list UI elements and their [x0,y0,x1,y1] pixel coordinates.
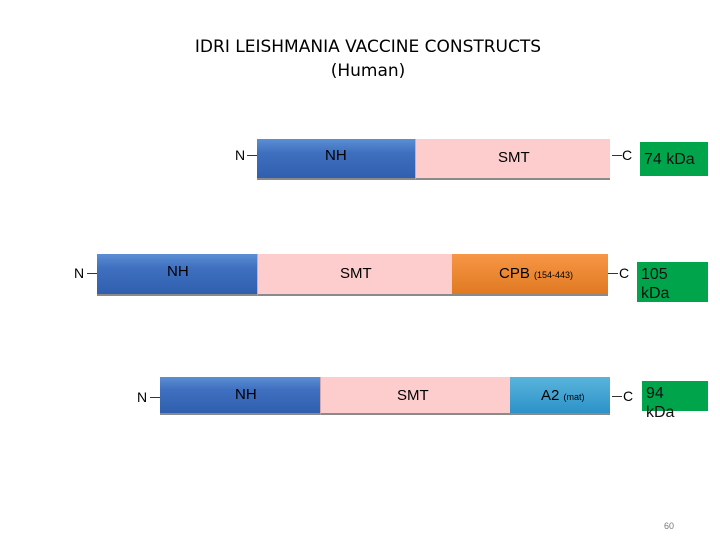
segment-nh: NH [97,254,257,296]
segment-smt: SMT [320,377,510,415]
molecular-weight-unit: kDa [646,404,675,421]
c-terminus-label: C [622,147,633,163]
segment-cpb-label: CPB (154-443) [499,265,573,282]
segment-smt-label: SMT [397,387,429,404]
segment-cpb: CPB (154-443) [452,254,608,296]
n-terminus-label: N [74,265,85,281]
diagram-title: IDRI LEISHMANIA VACCINE CONSTRUCTS [194,37,542,57]
segment-smt-label: SMT [498,149,530,166]
c-terminus-label: C [619,265,630,281]
molecular-weight-value: 94 [646,385,664,402]
diagram-subtitle: (Human) [330,61,406,81]
n-terminus-label: N [235,147,246,163]
n-terminus-label: N [137,389,148,405]
segment-smt: SMT [257,254,452,296]
molecular-weight-unit: kDa [641,285,670,302]
segment-nh: NH [257,139,415,180]
segment-a2: A2 (mat) [510,377,610,415]
segment-a2-form: (mat) [563,392,585,402]
n-terminus-line [87,273,97,274]
n-terminus-line [150,397,160,398]
molecular-weight-box: 105 kDa [637,262,708,302]
segment-cpb-range: (154-443) [534,270,574,280]
segment-smt-label: SMT [340,265,372,282]
c-terminus-label: C [623,388,634,404]
c-terminus-line [612,396,622,397]
c-terminus-line [608,273,618,274]
segment-nh-label: NH [325,147,347,164]
segment-smt: SMT [415,139,610,180]
molecular-weight-box: 94 kDa [642,381,708,421]
molecular-weight-box: 74 kDa [640,142,708,176]
c-terminus-line [612,155,622,156]
n-terminus-line [247,155,257,156]
molecular-weight-label: 74 kDa [644,151,695,168]
segment-cpb-name: CPB [499,265,530,282]
segment-nh-label: NH [167,263,189,280]
segment-nh: NH [160,377,320,415]
segment-a2-label: A2 (mat) [541,387,585,404]
page-number: 60 [664,521,675,531]
segment-nh-label: NH [235,386,257,403]
segment-a2-name: A2 [541,387,560,404]
molecular-weight-value: 105 [641,266,668,283]
